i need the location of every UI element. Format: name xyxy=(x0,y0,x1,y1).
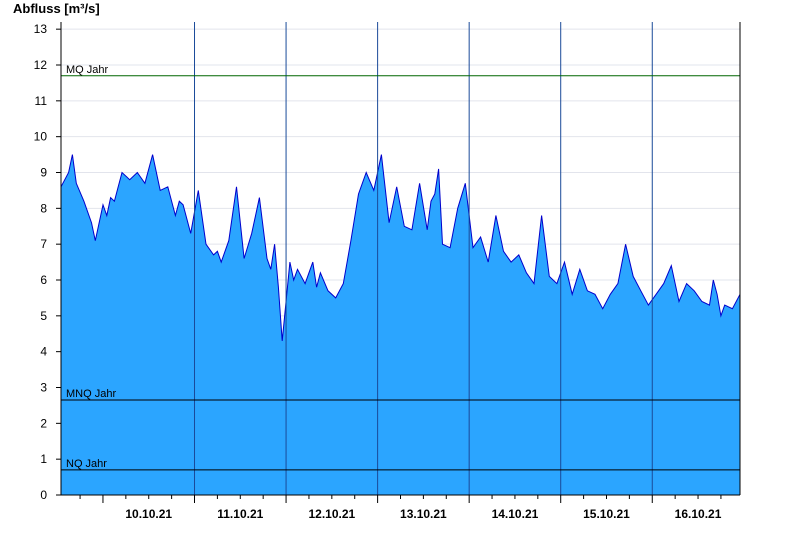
y-tick-label: 6 xyxy=(40,273,47,287)
y-tick-label: 8 xyxy=(40,201,47,215)
y-tick-label: 3 xyxy=(40,381,47,395)
reference-line-label: MQ Jahr xyxy=(66,64,109,76)
x-tick-label: 12.10.21 xyxy=(308,507,355,521)
y-tick-label: 5 xyxy=(40,309,47,323)
area-layer xyxy=(60,154,741,495)
y-tick-label: 1 xyxy=(40,452,47,466)
reference-line-label: NQ Jahr xyxy=(66,458,107,470)
y-tick-label: 2 xyxy=(40,416,47,430)
x-tick-label: 10.10.21 xyxy=(125,507,172,521)
y-tick-label: 10 xyxy=(34,130,48,144)
y-tick-label: 4 xyxy=(40,345,47,359)
y-axis-title: Abfluss [m³/s] xyxy=(13,1,100,16)
x-tick-label: 16.10.21 xyxy=(675,507,722,521)
y-tick-label: 13 xyxy=(34,22,48,36)
x-tick-label: 15.10.21 xyxy=(583,507,630,521)
x-tick-label: 11.10.21 xyxy=(217,507,263,521)
x-tick-label: 14.10.21 xyxy=(492,507,539,521)
reference-lines-layer: MQ Jahr MNQ Jahr NQ Jahr xyxy=(61,64,740,471)
y-tick-label: 11 xyxy=(35,94,48,108)
y-tick-label: 12 xyxy=(34,58,48,72)
y-tick-label: 7 xyxy=(40,237,47,251)
y-tick-label: 9 xyxy=(40,166,47,180)
day-boundary-layer xyxy=(194,22,653,495)
reference-line-label: MNQ Jahr xyxy=(66,388,116,400)
x-tick-label: 13.10.21 xyxy=(400,507,447,521)
discharge-area xyxy=(61,154,740,495)
y-tick-label: 0 xyxy=(40,488,47,502)
